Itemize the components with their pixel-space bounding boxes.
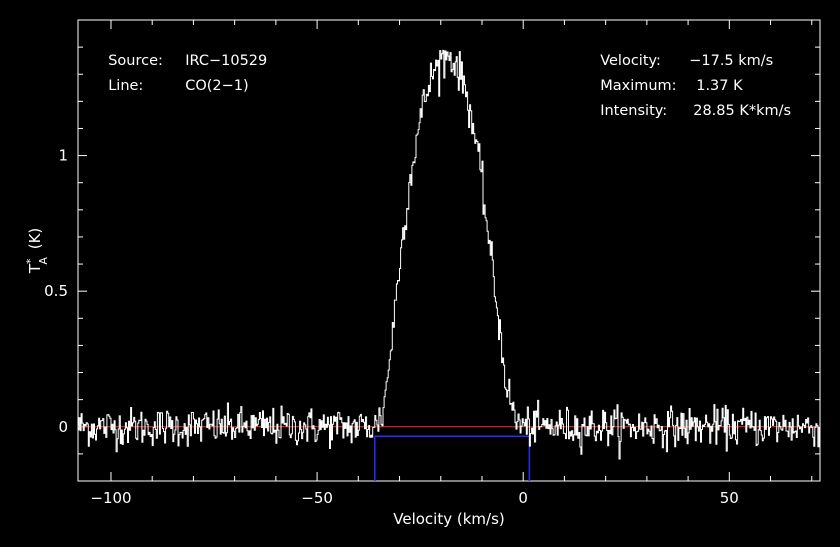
- spectrum-line: [78, 49, 820, 460]
- info-velocity: Velocity: −17.5 km/s: [591, 37, 773, 69]
- x-tick-label: 50: [720, 489, 739, 507]
- y-tick-label: 1: [58, 147, 68, 165]
- plot-frame: [77, 19, 821, 482]
- intensity-value: 28.85 K*km/s: [693, 103, 792, 119]
- maximum-value: 1.37 K: [696, 78, 743, 94]
- intensity-label: Intensity:: [600, 103, 668, 119]
- line-value: CO(2−1): [185, 78, 249, 94]
- y-tick-label: 0: [58, 418, 68, 436]
- x-tick-label: 0: [518, 489, 528, 507]
- source-label: Source:: [108, 53, 163, 69]
- maximum-label: Maximum:: [600, 78, 677, 94]
- x-axis-label: Velocity (km/s): [393, 510, 504, 528]
- x-tick-label: −100: [90, 489, 131, 507]
- info-source: Source: IRC−10529: [99, 37, 267, 69]
- velocity-label: Velocity:: [600, 53, 661, 69]
- velocity-value: −17.5 km/s: [689, 53, 774, 69]
- info-line: Line: CO(2−1): [99, 62, 249, 94]
- x-tick-label: −50: [301, 489, 333, 507]
- y-tick-label: 0.5: [44, 282, 68, 300]
- source-value: IRC−10529: [185, 53, 268, 69]
- line-label: Line:: [108, 78, 144, 94]
- info-maximum: Maximum: 1.37 K: [591, 62, 743, 94]
- info-intensity: Intensity: 28.85 K*km/s: [591, 87, 791, 119]
- y-axis-label: T*A (K): [24, 228, 50, 275]
